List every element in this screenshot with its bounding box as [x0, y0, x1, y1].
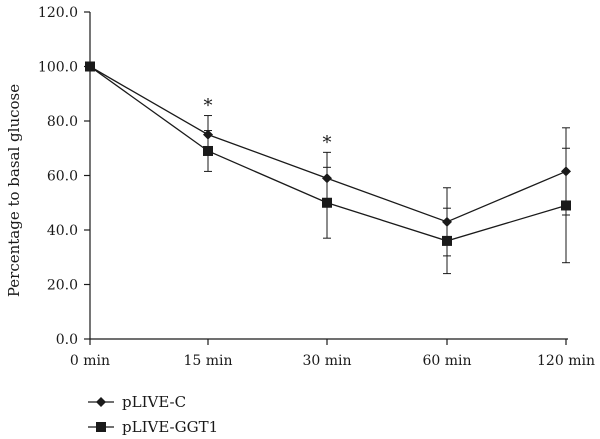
data-point	[561, 200, 571, 211]
legend: pLIVE-C pLIVE-GGT1	[88, 393, 218, 436]
legend-item: pLIVE-GGT1	[88, 418, 218, 436]
x-tick-label: 30 min	[302, 353, 351, 369]
legend-marker	[96, 422, 106, 432]
significance-annotation: *	[323, 132, 332, 153]
y-tick-label: 120.0	[38, 5, 78, 21]
legend-label: pLIVE-GGT1	[122, 418, 218, 436]
y-tick-label: 0.0	[56, 332, 78, 348]
y-tick-label: 60.0	[47, 169, 78, 185]
x-tick-label: 15 min	[183, 353, 232, 369]
legend-item: pLIVE-C	[88, 393, 186, 411]
series-plive-ggt1	[85, 61, 571, 275]
y-tick-label: 20.0	[47, 278, 78, 294]
y-axis-label: Percentage to basal glucose	[5, 84, 23, 297]
y-ticks: 0.0 20.0 40.0 60.0 80.0 100.0 120.0	[38, 5, 90, 348]
series-line	[89, 65, 567, 242]
x-tick-label: 0 min	[70, 353, 110, 369]
significance-annotation: *	[204, 96, 213, 117]
annotations: **	[204, 96, 332, 154]
legend-marker	[96, 397, 106, 407]
y-tick-label: 100.0	[38, 60, 78, 76]
x-tick-label: 60 min	[422, 353, 471, 369]
series-group	[85, 61, 571, 275]
data-point	[442, 235, 452, 246]
y-tick-label: 40.0	[47, 223, 78, 239]
data-point	[85, 61, 95, 72]
series-plive-c	[85, 61, 571, 257]
data-point	[322, 197, 332, 208]
x-tick-label: 120 min	[537, 353, 595, 369]
y-tick-label: 80.0	[47, 114, 78, 130]
legend-label: pLIVE-C	[122, 393, 186, 411]
data-point	[203, 145, 213, 156]
x-ticks: 0 min 15 min 30 min 60 min 120 min	[70, 339, 595, 369]
